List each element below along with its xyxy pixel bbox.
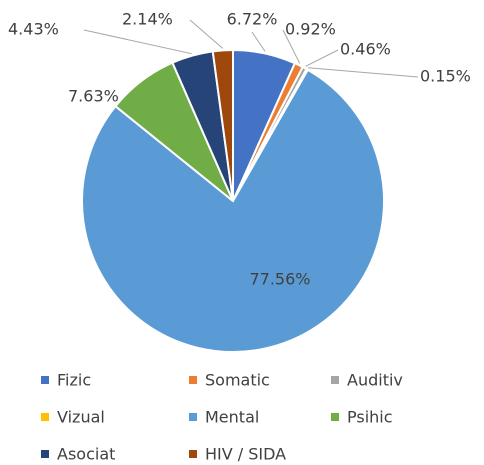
legend-label: Mental bbox=[205, 408, 259, 427]
legend-label: Asociat bbox=[57, 445, 115, 464]
legend-label: Auditiv bbox=[347, 371, 403, 390]
legend-marker bbox=[41, 376, 49, 384]
data-label: 6.72% bbox=[227, 10, 278, 29]
data-label: 0.92% bbox=[285, 20, 336, 39]
legend-label: Psihic bbox=[347, 408, 393, 427]
leader-line bbox=[189, 19, 224, 49]
legend-marker bbox=[41, 413, 49, 421]
data-label: 2.14% bbox=[122, 10, 173, 29]
data-label: 4.43% bbox=[8, 20, 59, 39]
leader-line bbox=[251, 31, 266, 52]
data-label: 77.56% bbox=[249, 270, 310, 289]
leader-line bbox=[308, 67, 419, 78]
legend-marker bbox=[331, 413, 339, 421]
data-label: 0.15% bbox=[420, 67, 471, 86]
legend-label: HIV / SIDA bbox=[205, 445, 286, 464]
legend-label: Fizic bbox=[57, 371, 91, 390]
legend-marker bbox=[189, 413, 197, 421]
legend-marker bbox=[189, 376, 197, 384]
pie-slice bbox=[211, 48, 234, 202]
leader-line bbox=[305, 49, 339, 67]
leader-line bbox=[83, 29, 192, 55]
legend-label: Somatic bbox=[205, 371, 270, 390]
legend-label: Vizual bbox=[57, 408, 105, 427]
leader-line bbox=[282, 29, 301, 64]
legend-marker bbox=[41, 450, 49, 458]
legend-marker bbox=[189, 450, 197, 458]
legend-marker bbox=[331, 376, 339, 384]
data-label: 7.63% bbox=[68, 87, 119, 106]
data-label: 0.46% bbox=[340, 40, 391, 59]
